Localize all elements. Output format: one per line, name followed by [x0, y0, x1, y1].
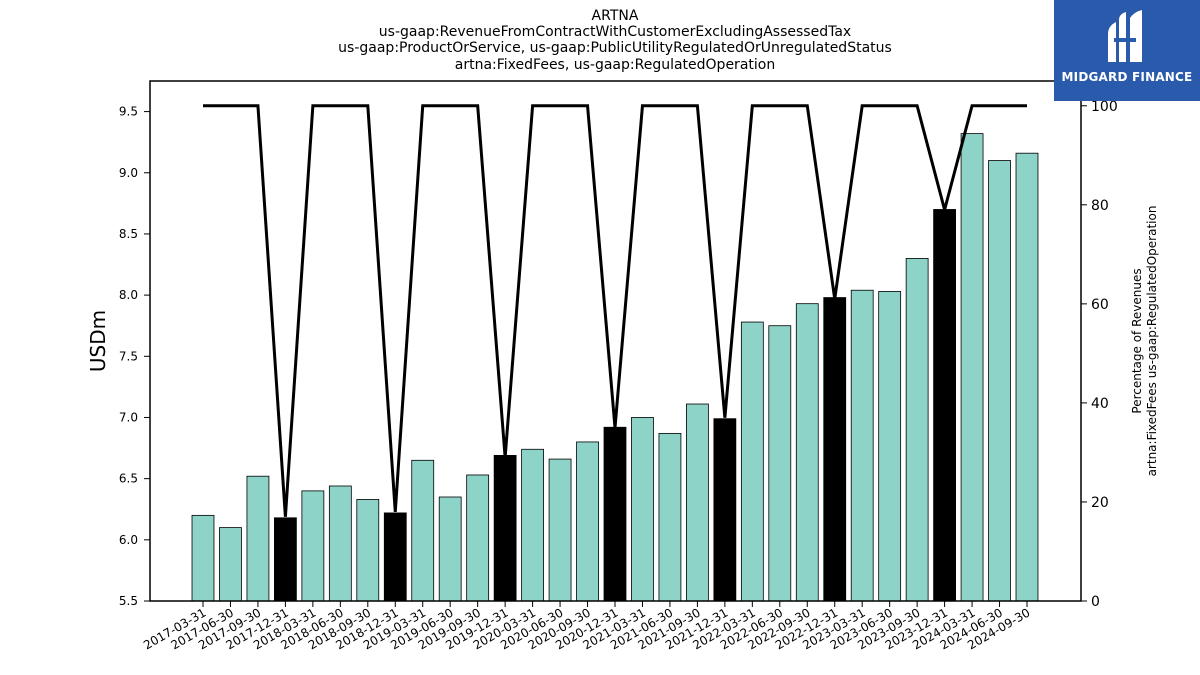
y2-axis-label-line: Percentage of Revenues	[1130, 268, 1144, 413]
y-tick-label: 9.5	[119, 105, 138, 119]
bar-series	[191, 133, 1039, 602]
bar	[686, 403, 709, 602]
y-tick-label: 5.5	[119, 594, 138, 608]
bar	[768, 325, 792, 602]
bar	[383, 512, 407, 602]
bar	[438, 496, 462, 602]
y2-tick-label: 20	[1091, 495, 1109, 511]
chart-title-line: artna:FixedFees, us-gaap:RegulatedOperat…	[455, 57, 775, 73]
bar	[274, 517, 297, 602]
bar	[548, 458, 572, 602]
bar	[219, 527, 242, 602]
logo-mark-icon	[1108, 10, 1142, 62]
y2-tick-label: 40	[1091, 396, 1109, 412]
bar	[356, 499, 380, 602]
chart-title: ARTNA us-gaap:RevenueFromContractWithCus…	[338, 8, 892, 73]
bar	[466, 474, 490, 602]
chart-title-line: us-gaap:ProductOrService, us-gaap:Public…	[338, 40, 892, 56]
bar	[493, 454, 517, 602]
y2-tick-label: 100	[1091, 99, 1118, 115]
bar	[631, 417, 654, 602]
bar	[795, 303, 819, 602]
bar	[246, 475, 270, 602]
logo-text: MIDGARD FINANCE	[1061, 70, 1193, 84]
chart-title-line: ARTNA	[592, 8, 639, 24]
bar	[658, 432, 682, 602]
bar	[850, 289, 874, 602]
y2-tick-label: 80	[1091, 198, 1109, 214]
bar	[905, 258, 929, 602]
bar	[988, 160, 1011, 602]
percentage-line	[203, 104, 1027, 517]
y2-tick-label: 60	[1091, 297, 1109, 313]
bar	[411, 459, 435, 602]
bar	[1015, 152, 1039, 602]
bar	[823, 297, 847, 602]
y-axis-label: USDm	[86, 310, 110, 372]
bar	[521, 448, 544, 602]
y-tick-label: 7.5	[119, 349, 138, 363]
y-tick-label: 6.0	[119, 533, 138, 547]
midgard-finance-logo: MIDGARD FINANCE	[1054, 0, 1200, 101]
y-tick-label: 6.5	[119, 472, 138, 486]
bar	[960, 133, 984, 602]
y-tick-label: 7.0	[119, 410, 138, 424]
y2-tick-label: 0	[1091, 594, 1100, 610]
chart-title-line: us-gaap:RevenueFromContractWithCustomerE…	[379, 24, 851, 40]
y-tick-label: 8.0	[119, 288, 138, 302]
bar	[576, 441, 599, 602]
y2-axis-label-line: artna:FixedFees us-gaap:RegulatedOperati…	[1145, 206, 1159, 477]
y-tick-label: 8.5	[119, 227, 138, 241]
percentage-line-series	[203, 104, 1027, 517]
bar	[328, 485, 352, 602]
bar	[603, 426, 627, 602]
bar	[878, 291, 902, 602]
bar	[191, 514, 215, 602]
bar	[933, 209, 956, 602]
bar	[301, 490, 325, 602]
bar	[740, 321, 764, 602]
bar	[713, 418, 737, 602]
y-tick-label: 9.0	[119, 166, 138, 180]
